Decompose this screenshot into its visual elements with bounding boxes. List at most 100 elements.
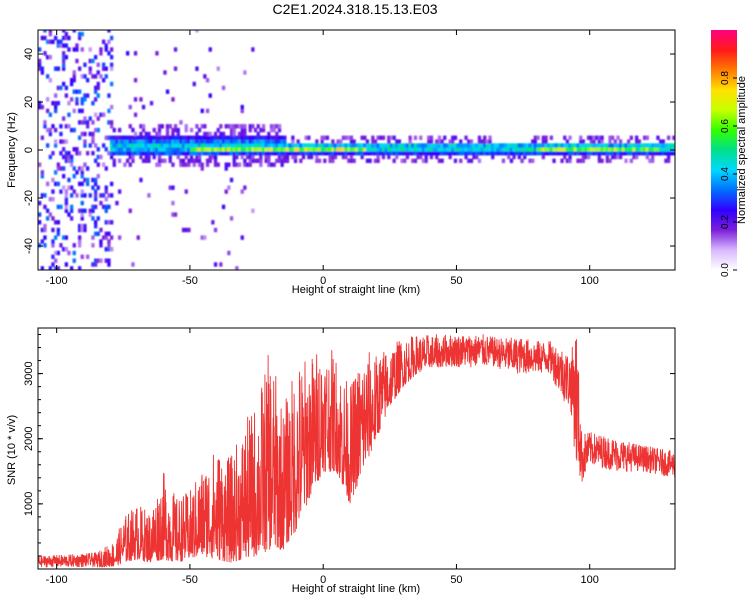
spectrogram-cell xyxy=(267,147,271,152)
spectrogram-cell xyxy=(317,143,322,148)
spectrogram-cell xyxy=(541,147,545,152)
spectrogram-cell xyxy=(256,131,260,137)
spectrogram-cell xyxy=(619,154,623,160)
spectrogram-cell xyxy=(435,154,439,160)
spectrogram-cell xyxy=(107,220,111,225)
spectrogram-cell xyxy=(504,143,508,148)
spectrogram-cell xyxy=(419,154,423,160)
spectrogram-cell xyxy=(277,143,282,148)
spectrogram-cell xyxy=(139,154,143,160)
spectrogram-cell xyxy=(448,139,452,144)
spectrogram-cell xyxy=(477,151,482,156)
spectrogram-cell xyxy=(187,227,191,233)
spectrogram-cell xyxy=(256,135,260,140)
spectrogram-cell xyxy=(40,70,44,75)
spectrogram-cell xyxy=(421,151,426,156)
spectrogram-cell xyxy=(91,185,95,190)
spectrogram-cell xyxy=(243,158,247,163)
spectrogram-cell xyxy=(491,151,495,156)
spectrogram-cell xyxy=(355,143,359,148)
spectrogram-cell xyxy=(195,135,199,140)
spectrogram-cell xyxy=(171,139,175,144)
spectrogram-cell xyxy=(219,131,223,137)
spectrogram-cell xyxy=(560,158,564,163)
spectrogram-cell xyxy=(323,135,327,140)
spectrogram-cell xyxy=(91,216,95,221)
spectrogram-cell xyxy=(94,143,98,148)
spectrogram-cell xyxy=(144,154,148,160)
spectrogram-cell xyxy=(325,135,330,140)
spectrogram-cell xyxy=(91,243,95,248)
spectrogram-cell xyxy=(99,227,103,233)
spectrogram-cell xyxy=(483,135,487,140)
spectrogram-cell xyxy=(664,151,668,156)
spectrogram-cell xyxy=(179,147,183,152)
spectrogram-cell xyxy=(59,85,63,91)
spectrogram-cell xyxy=(99,74,103,79)
spectrogram-cell xyxy=(453,151,458,156)
spectrogram-cell xyxy=(157,139,162,144)
spectrogram-cell xyxy=(277,124,282,129)
spectrogram-cell xyxy=(595,151,599,156)
spectrogram-cell xyxy=(141,158,146,163)
spectrogram-cell xyxy=(427,139,431,144)
spectrogram-cell xyxy=(272,162,276,167)
spectrogram-cell xyxy=(72,78,76,83)
spectrogram-cell xyxy=(387,151,391,156)
spectrogram-cell xyxy=(381,154,386,160)
spectrogram-cell xyxy=(381,135,386,140)
spectrogram-cell xyxy=(96,185,100,190)
spectrogram-cell xyxy=(67,47,71,52)
spectrogram-cell xyxy=(397,139,402,144)
spectrogram-cell xyxy=(336,147,340,152)
spectrogram-cell xyxy=(54,220,58,225)
spectrogram-cell xyxy=(323,143,327,148)
spectrogram-cell xyxy=(219,139,223,144)
spectrogram-cell xyxy=(110,81,114,87)
spectrogram-cell xyxy=(216,147,220,152)
x-tick-label: 50 xyxy=(450,275,462,287)
spectrogram-cell xyxy=(195,158,199,163)
spectrogram-cell xyxy=(141,135,146,140)
spectrogram-cell xyxy=(94,127,98,133)
spectrogram-cell xyxy=(600,143,604,148)
spectrogram-cell xyxy=(240,108,244,114)
spectrogram-cell xyxy=(517,151,521,156)
spectrogram-cell xyxy=(227,143,231,148)
spectrogram-cell xyxy=(200,139,204,144)
spectrogram-cell xyxy=(211,151,215,156)
spectrogram-cell xyxy=(152,139,156,144)
spectrogram-cell xyxy=(672,143,675,148)
spectrogram-cell xyxy=(192,143,196,148)
spectrogram-cell xyxy=(579,147,583,152)
spectrogram-cell xyxy=(232,139,236,144)
spectrogram-cell xyxy=(549,143,553,148)
y-tick-label: 40 xyxy=(23,48,35,60)
spectrogram-cell xyxy=(197,151,202,156)
spectrogram-cell xyxy=(173,212,178,217)
spectrogram-cell xyxy=(621,151,625,156)
spectrogram-cell xyxy=(115,139,119,144)
spectrogram-cell xyxy=(131,151,135,156)
spectrogram-cell xyxy=(613,154,617,160)
spectrogram-cell xyxy=(347,147,351,152)
x-tick-label: -50 xyxy=(182,275,198,287)
spectrogram-cell xyxy=(229,127,234,133)
spectrogram-cell xyxy=(213,162,218,167)
spectrogram-cell xyxy=(43,193,47,198)
spectrogram-cell xyxy=(83,97,87,102)
spectrogram-cell xyxy=(243,127,247,133)
spectrogram-cell xyxy=(645,135,649,140)
spectrogram-cell xyxy=(40,266,44,270)
spectrogram-cell xyxy=(445,151,450,156)
spectrogram-cell xyxy=(115,200,119,206)
spectrogram-cell xyxy=(272,147,276,152)
spectrogram-cell xyxy=(248,154,252,160)
spectrogram-cell xyxy=(376,147,380,152)
spectrogram-cell xyxy=(208,93,212,98)
spectrogram-cell xyxy=(331,151,335,156)
spectrogram-cell xyxy=(541,151,545,156)
spectrogram-cell xyxy=(661,151,665,156)
spectrogram-cell xyxy=(139,147,143,152)
